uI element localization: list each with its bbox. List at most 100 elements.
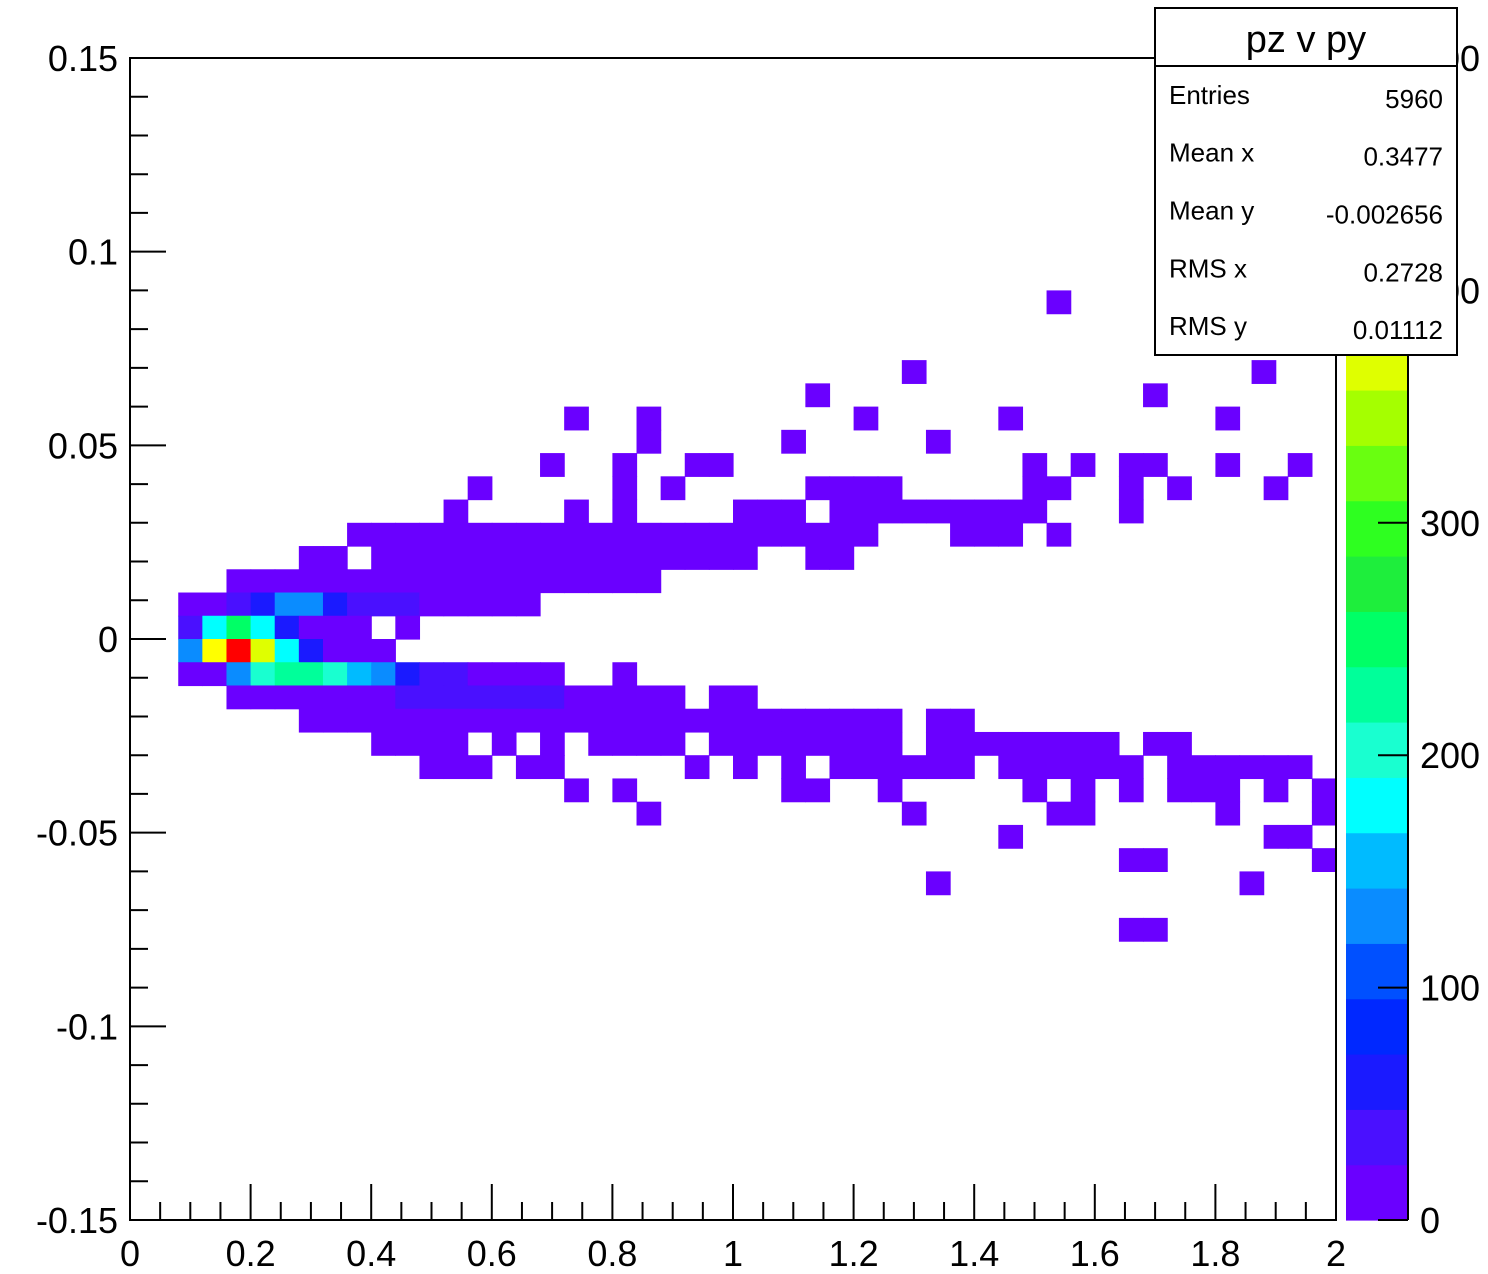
heatmap-bin xyxy=(733,546,758,570)
heatmap-bin xyxy=(636,522,662,547)
heatmap-bin xyxy=(1022,499,1048,524)
heatmap-bin xyxy=(853,499,879,524)
heatmap-bin xyxy=(1118,476,1144,501)
x-tick-label: 0.4 xyxy=(346,1233,396,1274)
heatmap-bin xyxy=(226,615,252,640)
heatmap-bin xyxy=(395,708,421,733)
heatmap-bin xyxy=(178,639,203,663)
heatmap-bin xyxy=(226,592,252,617)
heatmap-bin xyxy=(250,592,276,617)
heatmap-bin xyxy=(371,569,396,594)
heatmap-bin xyxy=(250,639,276,663)
heatmap-bin xyxy=(612,685,638,710)
x-tick-label: 1.6 xyxy=(1070,1233,1120,1274)
heatmap-bin xyxy=(684,755,710,780)
heatmap-bin xyxy=(1263,755,1289,780)
heatmap-bin xyxy=(1046,522,1072,547)
heatmap-bin xyxy=(588,685,613,710)
heatmap-bin xyxy=(443,569,469,594)
heatmap-bin xyxy=(274,592,300,617)
heatmap-bin xyxy=(781,778,806,803)
heatmap-bin xyxy=(660,685,686,710)
heatmap-bin xyxy=(347,685,372,710)
x-tick-label: 1.4 xyxy=(949,1233,999,1274)
heatmap-bin xyxy=(1022,453,1048,477)
heatmap-bin xyxy=(1070,731,1096,756)
heatmap-bin xyxy=(491,708,517,733)
heatmap-bin xyxy=(805,476,831,501)
heatmap-bin xyxy=(564,569,589,594)
heatmap-bin xyxy=(612,662,638,687)
heatmap-bin xyxy=(660,522,686,547)
heatmap-bin xyxy=(491,522,517,547)
palette-swatch xyxy=(1346,556,1408,612)
heatmap-bin xyxy=(419,731,445,756)
palette-swatch xyxy=(1346,390,1408,446)
heatmap-bin xyxy=(467,708,493,733)
palette-swatch xyxy=(1346,943,1408,1000)
heatmap-bin xyxy=(612,731,638,756)
heatmap-bin xyxy=(298,569,324,594)
heatmap-bin xyxy=(226,569,252,594)
heatmap-bin xyxy=(1263,824,1289,849)
heatmap-bin xyxy=(443,522,469,547)
heatmap-bin xyxy=(733,708,758,733)
heatmap-bin xyxy=(636,406,662,431)
heatmap-bin xyxy=(395,615,421,640)
heatmap-bin xyxy=(853,406,879,431)
palette-swatch xyxy=(1346,888,1408,944)
heatmap-bin xyxy=(1046,731,1072,756)
stats-label: RMS y xyxy=(1169,311,1247,341)
heatmap-bin xyxy=(1022,731,1048,756)
heatmap-bin xyxy=(250,615,276,640)
heatmap-bin xyxy=(974,522,999,547)
statistics-box: pz v py Entries 5960 Mean x 0.3477 Mean y -0.0… xyxy=(1154,7,1458,356)
heatmap-bin xyxy=(829,476,855,501)
stats-value: 5960 xyxy=(1385,84,1443,114)
heatmap-bin xyxy=(1287,453,1313,477)
heatmap-bin xyxy=(998,755,1024,780)
heatmap-bin xyxy=(853,476,879,501)
heatmap-bin xyxy=(202,615,228,640)
heatmap-bin xyxy=(1263,778,1289,803)
heatmap-bin xyxy=(1143,917,1168,942)
heatmap-bin xyxy=(1191,778,1216,803)
z-tick-label: 100 xyxy=(1420,968,1480,1009)
heatmap-bin xyxy=(1070,453,1096,477)
heatmap-bin xyxy=(708,731,734,756)
heatmap-bin xyxy=(419,708,445,733)
heatmap-bin xyxy=(612,453,638,477)
x-tick-label: 0.2 xyxy=(226,1233,276,1274)
heatmap-bin xyxy=(1215,453,1241,477)
heatmap-bin xyxy=(298,662,324,687)
heatmap-bin xyxy=(467,662,493,687)
heatmap-bin xyxy=(564,546,589,570)
heatmap-bin xyxy=(877,755,903,780)
heatmap-bin xyxy=(564,778,589,803)
heatmap-bin xyxy=(925,871,951,896)
heatmap-bin xyxy=(805,731,831,756)
heatmap-bin xyxy=(1167,755,1192,780)
heatmap-bin xyxy=(443,546,469,570)
heatmap-bin xyxy=(733,731,758,756)
heatmap-bin xyxy=(1263,476,1289,501)
heatmap-bin xyxy=(443,499,469,524)
palette-swatch xyxy=(1346,1054,1408,1110)
heatmap-bin xyxy=(781,499,806,524)
stats-value: 0.3477 xyxy=(1363,142,1443,172)
heatmap-bin xyxy=(781,522,806,547)
stats-label: Mean y xyxy=(1169,196,1254,226)
heatmap-bin xyxy=(901,499,927,524)
heatmap-bin xyxy=(540,662,565,687)
heatmap-bin xyxy=(395,546,421,570)
y-tick-label: 0.15 xyxy=(48,38,118,79)
heatmap-bin xyxy=(347,662,372,687)
heatmap-bin xyxy=(1143,383,1168,408)
plot-frame: 0 0.2 0.4 0.6 0.8 1 1.2 1.4 1.6 1.8 20.150.10.050-… xyxy=(36,38,1346,1274)
x-tick-label: 1 xyxy=(723,1233,743,1274)
heatmap-bin xyxy=(226,662,252,687)
heatmap-bin xyxy=(1143,453,1168,477)
y-tick-label: -0.15 xyxy=(36,1200,118,1241)
heatmap-bin xyxy=(322,708,348,733)
heatmap-bin xyxy=(1070,778,1096,803)
